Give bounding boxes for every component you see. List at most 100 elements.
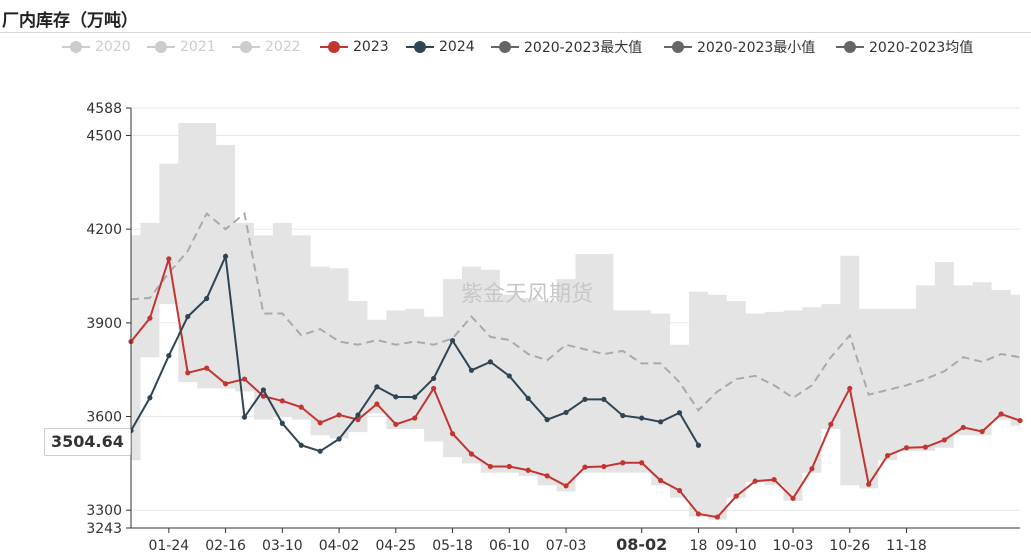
- legend-marker-icon: [147, 40, 175, 54]
- series-2024-point: [204, 295, 210, 302]
- series-2023-point: [733, 493, 739, 499]
- series-2023-point: [998, 411, 1004, 417]
- series-2024-point: [506, 373, 512, 379]
- series-2024-point: [582, 396, 588, 402]
- series-2023-point: [449, 431, 456, 437]
- legend-item-2020[interactable]: 2020: [62, 36, 131, 58]
- series-2024-point: [260, 387, 267, 393]
- watermark-text: 紫金天风期货: [461, 282, 593, 307]
- legend-item-2021[interactable]: 2021: [147, 36, 216, 58]
- y-axis-cursor-value: 3504.64: [44, 428, 131, 456]
- chart-header: 厂内库存（万吨）: [0, 0, 1031, 33]
- series-2024-point: [166, 353, 172, 359]
- series-2024-point: [317, 448, 323, 454]
- x-tick-label: 03-10: [262, 538, 303, 554]
- series-2024-point: [639, 415, 645, 421]
- series-2024-point: [279, 420, 285, 426]
- x-tick-label: 10-03: [773, 538, 814, 554]
- series-2024-point: [468, 367, 475, 373]
- series-2024-point: [355, 412, 361, 418]
- series-2023-point: [922, 444, 929, 450]
- series-2023-point: [695, 511, 702, 517]
- series-2023-point: [979, 428, 985, 435]
- series-2024-point: [185, 313, 191, 320]
- series-2023-point: [582, 464, 588, 470]
- y-tick-label: 3600: [86, 410, 122, 426]
- y-tick-label: 4200: [86, 222, 122, 238]
- series-2024-point: [487, 359, 493, 365]
- legend-item-2020-2023均值[interactable]: 2020-2023均值: [836, 36, 973, 58]
- legend-item-2022[interactable]: 2022: [232, 36, 301, 58]
- series-2023-point: [960, 424, 966, 431]
- series-2024-point: [431, 375, 437, 382]
- y-tick-label: 4500: [86, 128, 122, 144]
- legend-item-2024[interactable]: 2024: [406, 36, 475, 58]
- series-2024-point: [563, 409, 569, 416]
- x-tick-label: 01-24: [148, 538, 189, 554]
- x-tick-label: 11-18: [886, 538, 927, 554]
- x-tick-label: 04-25: [375, 538, 416, 554]
- legend-marker-icon: [491, 40, 519, 54]
- series-2023-point: [809, 466, 815, 472]
- legend-marker-icon: [406, 40, 434, 54]
- series-2023-point: [336, 412, 342, 418]
- series-2023-point: [204, 365, 210, 371]
- series-2023-point: [431, 385, 437, 392]
- legend: 2020 2021 2022 2023 2024 2020-2023最大值 2020-202…: [0, 36, 1031, 58]
- series-2024-point: [298, 442, 304, 448]
- series-2023-point: [714, 514, 720, 520]
- legend-label: 2022: [265, 39, 301, 55]
- series-2023-point: [317, 420, 323, 426]
- series-2024-point: [525, 395, 531, 402]
- series-2024-point: [222, 253, 229, 259]
- series-mean-line: [130, 211, 1021, 412]
- y-tick-label: 4588: [86, 101, 122, 117]
- legend-label: 2020-2023最大值: [524, 40, 643, 56]
- series-2023-point: [601, 463, 607, 470]
- series-2023-point: [884, 452, 891, 459]
- legend-item-2020-2023最大值[interactable]: 2020-2023最大值: [491, 36, 642, 58]
- legend-label: 2024: [439, 39, 475, 55]
- series-2023-point: [676, 487, 683, 494]
- series-2023-point: [828, 421, 834, 427]
- legend-marker-icon: [62, 40, 90, 54]
- series-2024-point: [393, 394, 399, 400]
- series-2023-point: [412, 415, 418, 421]
- series-2024-point: [544, 417, 550, 423]
- x-tick-label: 08-02: [616, 535, 667, 554]
- series-2024-point: [412, 394, 418, 400]
- x-tick-label: 05-18: [432, 538, 473, 554]
- series-2024-point: [601, 396, 607, 402]
- legend-label: 2021: [180, 39, 216, 55]
- series-2023-point: [147, 315, 153, 321]
- series-2023-point: [525, 467, 531, 473]
- series-2023-point: [544, 473, 550, 479]
- x-tick-label: 04-02: [319, 538, 360, 554]
- x-tick-label: 10-26: [829, 538, 870, 554]
- legend-label: 2020: [95, 39, 131, 55]
- series-2023-point: [658, 477, 664, 484]
- legend-item-2023[interactable]: 2023: [320, 36, 389, 58]
- series-2024-point: [676, 410, 683, 416]
- x-tick-label: 07-03: [546, 538, 587, 554]
- series-2023-point: [260, 393, 267, 399]
- legend-item-2020-2023最小值[interactable]: 2020-2023最小值: [664, 36, 815, 58]
- y-tick-label: 3300: [86, 503, 122, 519]
- chart-title: 厂内库存（万吨）: [2, 11, 138, 31]
- series-2023-point: [374, 401, 380, 407]
- series-2023-point: [506, 463, 512, 470]
- series-2024-point: [620, 412, 626, 419]
- series-2023-point: [241, 376, 248, 382]
- series-2023-point: [487, 463, 493, 470]
- legend-label: 2023: [353, 39, 389, 55]
- series-2024-point: [336, 436, 342, 442]
- legend-label: 2020-2023最小值: [697, 40, 816, 56]
- series-2023-point: [941, 437, 947, 443]
- series-2023-point: [639, 460, 645, 466]
- series-2024-point: [658, 419, 664, 425]
- series-2024-point: [695, 442, 702, 448]
- series-2024-point: [449, 338, 456, 344]
- max-min-band-area: [131, 122, 1020, 520]
- series-2024-point: [147, 395, 153, 401]
